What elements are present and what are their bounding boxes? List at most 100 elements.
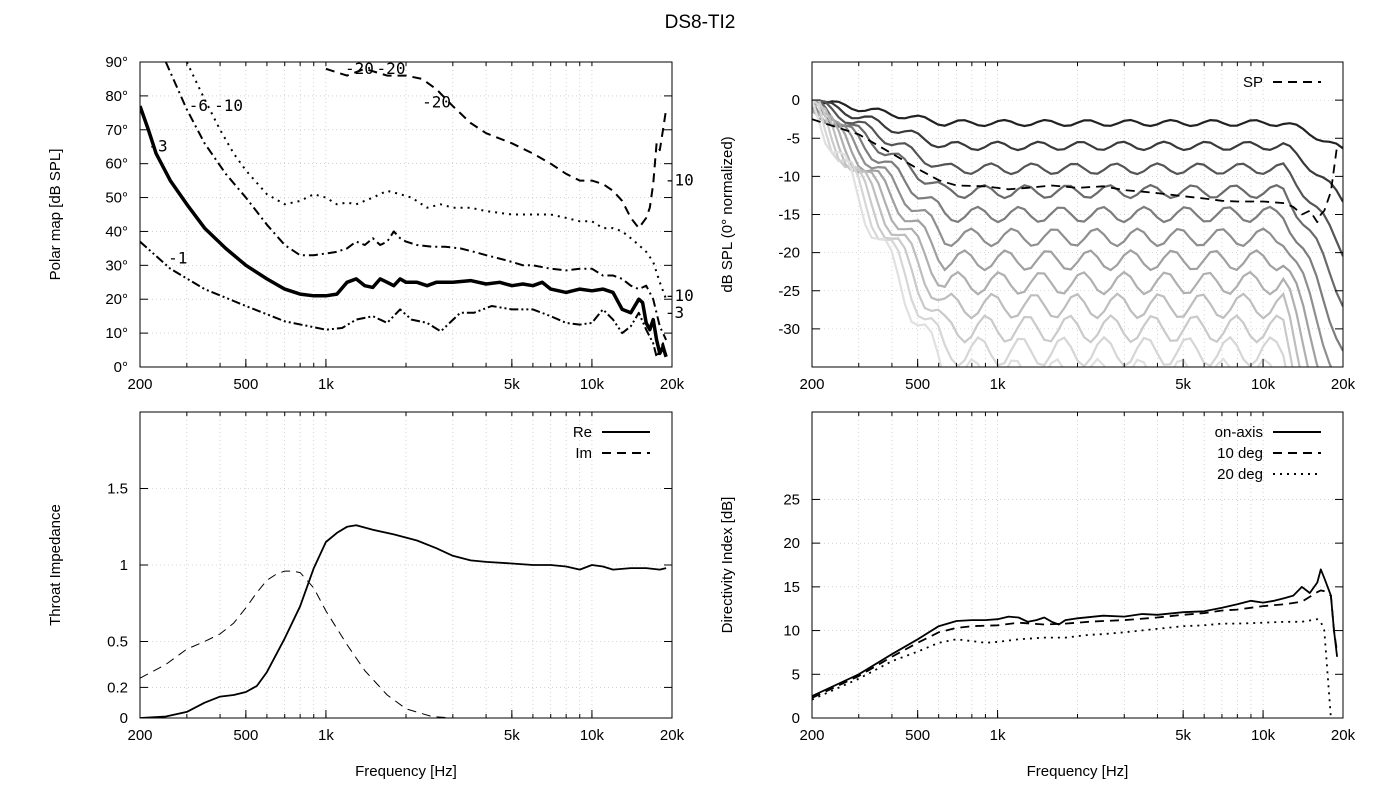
y-tick-label: -30 (778, 321, 800, 338)
y-axis-label: Polar map [dB SPL] (47, 149, 64, 281)
y-tick-label: 10 (783, 623, 800, 640)
off-axis-curve (812, 98, 1343, 257)
y-tick-label: 50° (105, 190, 128, 207)
off-axis-curve (812, 99, 1343, 352)
y-tick-label: -5 (787, 130, 800, 147)
off-axis-curve (812, 99, 1294, 367)
series-line-re (140, 524, 667, 718)
y-tick-label: 90° (105, 54, 128, 71)
legend-label: SP (1243, 74, 1263, 91)
y-tick-label: 40° (105, 223, 128, 240)
x-tick-label: 20k (660, 727, 685, 744)
y-tick-label: 15 (783, 579, 800, 596)
y-axis-label: Throat Impedance (47, 504, 64, 626)
contour-label: -3 (665, 303, 684, 322)
y-tick-label: 70° (105, 122, 128, 139)
x-tick-label: 20k (1331, 727, 1356, 744)
series-line-10 (185, 62, 668, 300)
x-tick-label: 1k (990, 727, 1006, 744)
contour-label: -20 (422, 93, 451, 112)
contour-label: -6 (189, 96, 208, 115)
y-axis-label: dB SPL (0° normalized) (719, 136, 736, 292)
directivity-index-panel: 200 500 1k 5k 10k 20k 0 5 10 15 20 25 Directivity In… (719, 411, 1356, 780)
legend-label: 20 deg (1217, 466, 1263, 483)
x-tick-label: 500 (905, 376, 930, 393)
contour-label: -20 (377, 59, 406, 78)
x-tick-label: 500 (233, 376, 258, 393)
contour-label: -10 (665, 171, 694, 190)
y-tick-label: 20 (783, 535, 800, 552)
series-line-1 (140, 240, 668, 358)
series-line-3 (140, 105, 668, 358)
y-tick-label: 0° (114, 359, 128, 376)
off-axis-curve (812, 105, 1319, 367)
x-tick-label: 10k (580, 376, 605, 393)
y-tick-label: 5 (792, 666, 800, 683)
contour-label: -3 (148, 137, 167, 156)
off-axis-curve (812, 100, 1343, 203)
x-tick-label: 5k (504, 376, 520, 393)
x-tick-label: 200 (799, 727, 824, 744)
y-tick-label: -25 (778, 283, 800, 300)
grid (811, 412, 1344, 719)
y-tick-label: 0 (792, 92, 800, 109)
series-line-im (140, 570, 667, 718)
x-tick-label: 20k (1331, 376, 1356, 393)
y-tick-label: 0.2 (107, 679, 128, 696)
series-line-20-deg (812, 618, 1332, 718)
series-line-20 (325, 67, 668, 230)
x-tick-label: 200 (127, 727, 152, 744)
x-tick-label: 1k (318, 727, 334, 744)
y-tick-label: -15 (778, 207, 800, 224)
off-axis-curve (812, 103, 1301, 367)
y-tick-label: 30° (105, 257, 128, 274)
off-axis-curve (812, 99, 1333, 367)
x-tick-label: 1k (990, 376, 1006, 393)
off-axis-curve (812, 100, 1343, 150)
y-tick-label: 60° (105, 156, 128, 173)
series-line-6 (164, 62, 668, 341)
y-tick-label: 0 (792, 710, 800, 727)
y-tick-label: 80° (105, 88, 128, 105)
x-tick-label: 10k (580, 727, 605, 744)
off-axis-curve (812, 99, 1273, 367)
off-axis-curve (812, 99, 1343, 307)
x-tick-label: 1k (318, 376, 334, 393)
y-tick-label: 25 (783, 491, 800, 508)
x-tick-label: 20k (660, 376, 685, 393)
off-axis-curve (812, 110, 1310, 367)
x-axis-label: Frequency [Hz] (355, 763, 457, 780)
off-axis-curve (812, 99, 1287, 367)
legend-label: 10 deg (1217, 445, 1263, 462)
legend-label: Im (575, 445, 592, 462)
y-tick-label: 0 (120, 710, 128, 727)
series-line-10-deg (812, 589, 1338, 699)
x-tick-label: 500 (905, 727, 930, 744)
y-tick-label: 10° (105, 325, 128, 342)
x-tick-label: 10k (1251, 376, 1276, 393)
x-tick-label: 500 (233, 727, 258, 744)
y-tick-label: 20° (105, 291, 128, 308)
x-tick-label: 5k (1175, 376, 1191, 393)
x-tick-label: 200 (127, 376, 152, 393)
off-axis-curves (812, 98, 1343, 367)
figure-title: DS8-TI2 (665, 12, 736, 33)
contour-label: -20 (345, 59, 374, 78)
series-line-on-axis (812, 568, 1338, 697)
contour-label: -10 (214, 96, 243, 115)
y-axis-label: Directivity Index [dB] (719, 497, 736, 634)
y-tick-label: -10 (778, 168, 800, 185)
grid (811, 62, 1344, 367)
series-line-sp (812, 118, 1338, 224)
contour-label: -1 (168, 249, 187, 268)
legend-label: on-axis (1215, 424, 1263, 441)
normalized-spl-panel: 200 500 1k 5k 10k 20k 0 -5 -10 -15 -20 -25 -30 dB SPL… (719, 61, 1356, 393)
y-tick-label: 1 (120, 557, 128, 574)
x-axis-label: Frequency [Hz] (1027, 763, 1129, 780)
y-tick-label: 0.5 (107, 634, 128, 651)
x-tick-label: 200 (799, 376, 824, 393)
x-tick-label: 5k (504, 727, 520, 744)
x-tick-label: 5k (1175, 727, 1191, 744)
